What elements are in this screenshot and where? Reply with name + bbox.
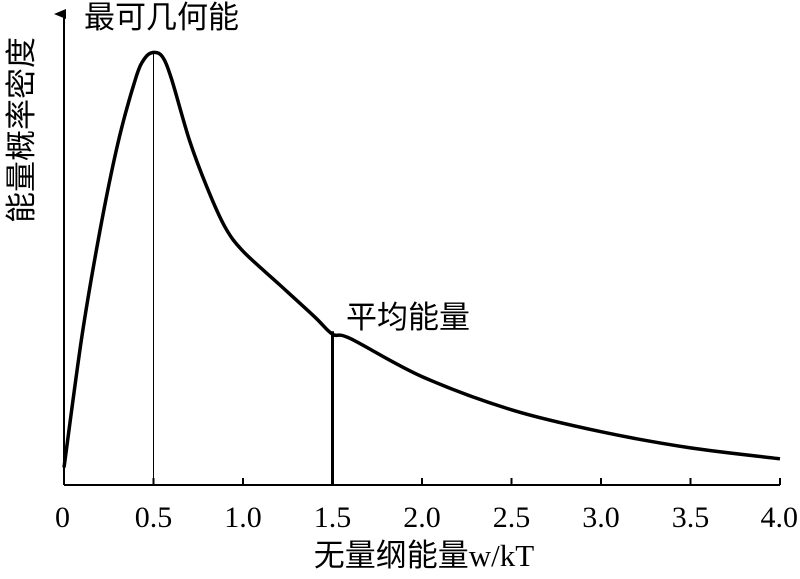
x-tick-label: 2.5 bbox=[493, 501, 531, 534]
x-tick-label: 4.0 bbox=[761, 501, 799, 534]
x-tick-label: 3.0 bbox=[582, 501, 620, 534]
x-tick-label: 0 bbox=[55, 501, 70, 534]
x-tick-group: 0 0.5 1.0 1.5 2.0 2.5 3.0 3.5 4.0 bbox=[55, 478, 798, 534]
x-tick-label: 1.0 bbox=[224, 501, 262, 534]
y-axis-title: 能量概率密度 bbox=[4, 37, 39, 223]
x-axis-title: 无量纲能量w/kT bbox=[314, 538, 534, 573]
x-tick-label: 2.0 bbox=[403, 501, 441, 534]
density-curve bbox=[62, 50, 781, 468]
x-tick-label: 1.5 bbox=[314, 501, 352, 534]
x-tick-label: 3.5 bbox=[672, 501, 710, 534]
average-energy-label: 平均能量 bbox=[346, 300, 470, 335]
most-probable-energy-label: 最可几何能 bbox=[84, 0, 239, 35]
x-tick-label: 0.5 bbox=[135, 501, 173, 534]
